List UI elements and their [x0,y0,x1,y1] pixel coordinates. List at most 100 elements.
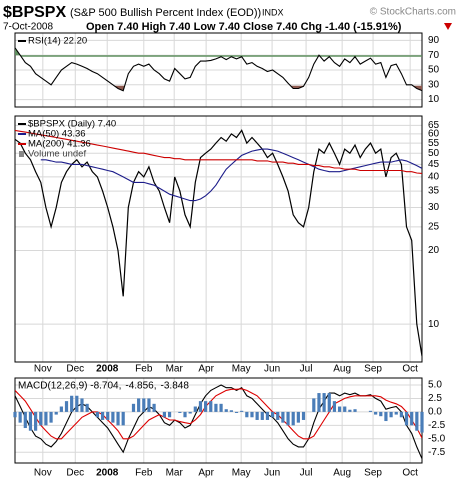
histogram-bar [39,411,43,426]
y-tick-label: 55 [428,138,440,149]
rsi-frame [14,32,423,108]
legend-label: MA(200) 41.36 [28,139,91,150]
legend-label: RSI(14) 22.20 [28,36,87,47]
x-tick-label: Oct [402,364,418,375]
y-tick-label: 25 [428,221,440,232]
x-tick-label: Dec [66,364,84,375]
histogram-bar [291,411,295,426]
y-tick-label: 0.0 [428,407,442,418]
y-tick-label: 70 [428,50,440,61]
histogram-bar [389,411,393,418]
y-tick-label: -2.5 [428,420,446,431]
histogram-bar [296,411,300,423]
x-tick-label: Sep [364,468,382,479]
histogram-bar [147,398,151,412]
panel [15,116,422,362]
y-tick-label: 30 [428,202,440,213]
histogram-bar [167,411,172,418]
y-tick-label: 90 [428,35,440,46]
histogram-bar [260,411,264,420]
x-tick-label: 2008 [96,364,119,375]
down-arrow [444,23,452,30]
histogram-bar [106,411,110,420]
series-line [15,129,422,357]
series-line [40,148,422,202]
y-tick-label: 10 [428,319,440,330]
histogram-bar [327,393,331,412]
rsi-overbought-fill [15,47,422,57]
histogram-bar [219,403,223,412]
legend-swatch [19,151,24,157]
histogram-bar [193,406,197,412]
histogram-bar [384,411,388,422]
y-tick-label: 45 [428,159,440,170]
histogram-bar [379,411,383,417]
x-tick-label: Mar [166,468,184,479]
y-tick-label: 35 [428,186,440,197]
histogram-bar [399,411,403,418]
histogram-bar [410,411,414,426]
histogram-bar [111,411,115,423]
histogram-bar [255,411,259,420]
histogram-bar [188,411,192,414]
histogram-bar [54,411,58,415]
histogram-bar [415,411,419,431]
x-tick-label: Nov [34,364,52,375]
x-tick-label: 2008 [96,468,119,479]
series-line [15,129,422,174]
index-name: (S&P 500 Bullish Percent Index (EOD)) [70,7,261,19]
histogram-bar [116,411,120,426]
histogram-bar [64,401,69,412]
histogram-bar [276,411,280,420]
y-tick-label: 2.5 [428,393,442,404]
symbol: $BPSPX [3,4,66,21]
x-tick-label: Jun [264,468,280,479]
histogram-bar [420,411,424,433]
x-tick-label: Mar [166,364,184,375]
y-tick-label: 30 [428,79,440,90]
histogram-bar [23,411,27,429]
x-tick-label: Nov [34,468,52,479]
series-line [15,47,422,92]
histogram-bar [317,393,321,412]
x-tick-label: Aug [333,468,351,479]
histogram-bar [13,411,17,418]
y-tick-label: -7.5 [428,447,446,458]
histogram-bar [368,410,373,412]
histogram-bar [312,398,316,412]
histogram-bar [137,398,141,412]
x-tick-label: May [232,468,251,479]
y-tick-label: -5.0 [428,433,446,444]
histogram-bar [250,411,254,418]
legend-label: -4.856, [125,381,156,392]
histogram-bar [332,401,337,412]
histogram-bar [240,410,244,412]
x-tick-label: Dec [66,468,84,479]
panel [15,378,422,463]
histogram-bar [265,411,270,420]
histogram-bar [100,411,105,420]
x-tick-label: Apr [198,468,214,479]
x-tick-label: Apr [198,364,214,375]
histogram-bar [245,411,249,418]
histogram-bar [322,393,326,412]
x-tick-label: Jul [300,468,313,479]
histogram-bar [183,411,187,418]
copyright: © StockCharts.com [370,7,456,18]
histogram-bar [142,398,146,412]
histogram-bar [348,409,352,412]
price-frame [14,115,423,363]
x-tick-label: May [232,364,251,375]
y-tick-label: 50 [428,148,440,159]
histogram-bar [353,409,357,412]
x-tick-label: Feb [135,364,153,375]
histogram-bar [121,411,125,426]
quote: Open 7.40 High 7.40 Low 7.40 Close 7.40 … [86,21,402,33]
histogram-bar [270,411,275,418]
histogram-bar [337,406,342,412]
exchange: INDX [262,7,284,17]
legend-label: -3.848 [161,381,190,392]
histogram-bar [178,411,182,413]
y-tick-label: 10 [428,94,440,105]
